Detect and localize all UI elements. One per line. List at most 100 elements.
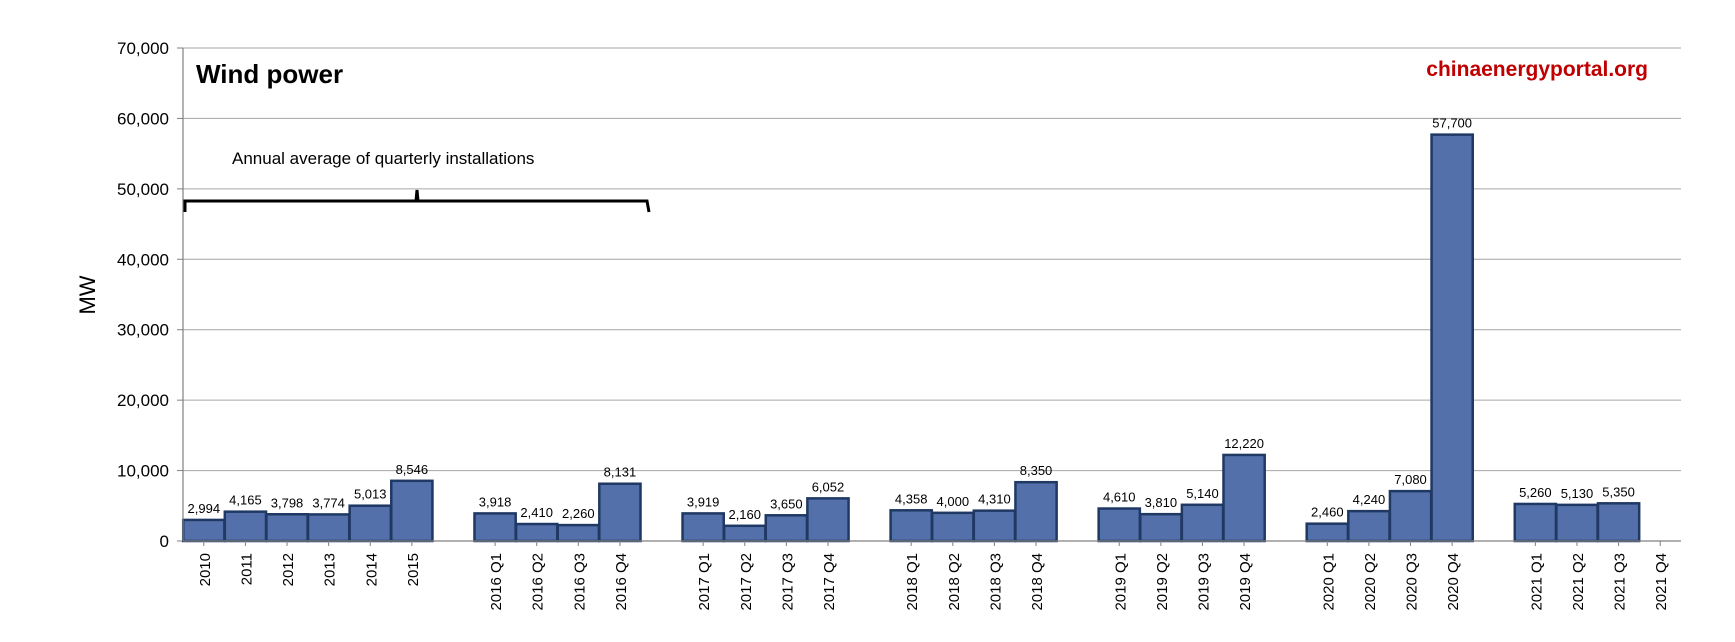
bar	[1555, 503, 1599, 543]
y-tick-label: 50,000	[117, 180, 169, 199]
bar	[1014, 480, 1058, 543]
data-label: 2,460	[1311, 505, 1344, 520]
x-tick-label: 2021 Q1	[1528, 553, 1545, 611]
data-labels: 2,994 4,165 3,798 3,774 5,013 8,546 3,918 2,410…	[188, 116, 1635, 522]
x-tick-label: 2017 Q4	[821, 553, 838, 611]
x-tick-label: 2018 Q2	[946, 553, 963, 611]
bar	[556, 523, 601, 543]
bar	[972, 509, 1017, 543]
data-label: 4,165	[229, 493, 262, 508]
x-tick-label: 2020 Q3	[1404, 553, 1421, 611]
data-label: 4,610	[1103, 490, 1136, 505]
bar	[1222, 453, 1266, 543]
x-tick-label: 2021 Q2	[1570, 553, 1587, 611]
data-label: 4,310	[978, 492, 1011, 507]
x-tick-label: 2011	[238, 553, 255, 585]
data-label: 5,130	[1561, 486, 1594, 501]
x-tick-label: 2016 Q3	[571, 553, 588, 611]
x-tick-label: 2016 Q2	[530, 553, 547, 611]
data-label: 2,410	[520, 505, 553, 520]
data-label: 3,798	[271, 495, 304, 510]
data-label: 3,918	[479, 494, 512, 509]
bar	[1139, 512, 1183, 543]
x-tick-label: 2014	[363, 553, 380, 586]
bar	[806, 497, 850, 543]
y-axis-label: MW	[75, 275, 100, 314]
x-tick-label: 2020 Q1	[1320, 553, 1337, 611]
x-tick-label: 2018 Q3	[987, 553, 1004, 611]
x-tick-label: 2020 Q4	[1445, 553, 1462, 611]
data-label: 3,650	[770, 496, 803, 511]
x-tick-label: 2021 Q4	[1653, 553, 1670, 611]
data-label: 3,810	[1145, 495, 1178, 510]
bar	[1388, 489, 1433, 543]
x-tick-label: 2017 Q2	[738, 553, 755, 611]
x-tick-label: 2018 Q1	[904, 553, 921, 611]
data-label: 5,350	[1602, 484, 1635, 499]
x-tick-label: 2018 Q4	[1029, 553, 1046, 611]
bar	[598, 482, 642, 543]
x-tick-label: 2012	[280, 553, 297, 586]
data-label: 3,919	[687, 494, 720, 509]
y-tick-label: 40,000	[117, 250, 169, 269]
y-tick-label: 0	[160, 532, 169, 551]
chart-title: Wind power	[196, 59, 343, 89]
data-label: 2,260	[562, 506, 595, 521]
bar	[764, 514, 809, 543]
x-tick-label: 2016 Q4	[613, 553, 630, 611]
bar	[348, 504, 393, 543]
bar	[181, 518, 226, 543]
y-axis-ticks: 0 10,000 20,000 30,000 40,000 50,000 60,000 70,…	[117, 39, 183, 551]
bar	[306, 513, 351, 543]
data-label: 5,013	[354, 487, 387, 502]
data-label: 5,140	[1186, 486, 1219, 501]
bar	[1430, 133, 1474, 543]
annotation-text: Annual average of quarterly installation…	[232, 149, 534, 168]
data-label: 57,700	[1432, 116, 1472, 131]
bar	[1347, 509, 1391, 543]
y-tick-label: 10,000	[117, 462, 169, 481]
x-tick-label: 2010	[197, 553, 214, 586]
data-label: 7,080	[1394, 472, 1427, 487]
data-label: 2,994	[188, 501, 221, 516]
x-tick-label: 2016 Q1	[488, 553, 505, 611]
bar	[889, 509, 934, 543]
data-label: 2,160	[728, 507, 761, 522]
source-watermark: chinaenergyportal.org	[1426, 58, 1648, 81]
data-label: 6,052	[812, 479, 845, 494]
x-tick-label: 2013	[322, 553, 339, 586]
data-label: 12,220	[1224, 436, 1264, 451]
x-axis-ticks: 2010 2011 2012 2013 2014 2015 2016 Q1 2016 Q2 20…	[197, 541, 1670, 611]
bars	[181, 133, 1641, 543]
bar	[1180, 503, 1225, 543]
x-tick-label: 2021 Q3	[1612, 553, 1629, 611]
y-tick-label: 70,000	[117, 39, 169, 58]
x-tick-label: 2017 Q3	[779, 553, 796, 611]
x-tick-label: 2017 Q1	[696, 553, 713, 611]
bar	[681, 512, 725, 543]
x-tick-label: 2019 Q1	[1112, 553, 1129, 611]
data-label: 5,260	[1519, 485, 1552, 500]
y-tick-label: 60,000	[117, 109, 169, 128]
x-tick-label: 2019 Q3	[1195, 553, 1212, 611]
data-label: 8,131	[604, 465, 637, 480]
annotation-brace	[183, 189, 651, 213]
axes	[182, 48, 1681, 542]
bar	[930, 511, 975, 543]
bar	[390, 479, 434, 543]
data-label: 4,000	[937, 494, 970, 509]
x-tick-label: 2015	[405, 553, 422, 586]
bar	[473, 512, 517, 543]
bar	[1596, 502, 1641, 543]
bar	[514, 522, 559, 543]
bar	[1513, 502, 1558, 543]
data-label: 4,358	[895, 491, 928, 506]
gridlines	[183, 47, 1681, 472]
x-tick-label: 2020 Q2	[1362, 553, 1379, 611]
bar	[1305, 522, 1350, 543]
bar	[1097, 507, 1142, 543]
data-label: 8,546	[396, 462, 429, 477]
y-tick-label: 20,000	[117, 391, 169, 410]
